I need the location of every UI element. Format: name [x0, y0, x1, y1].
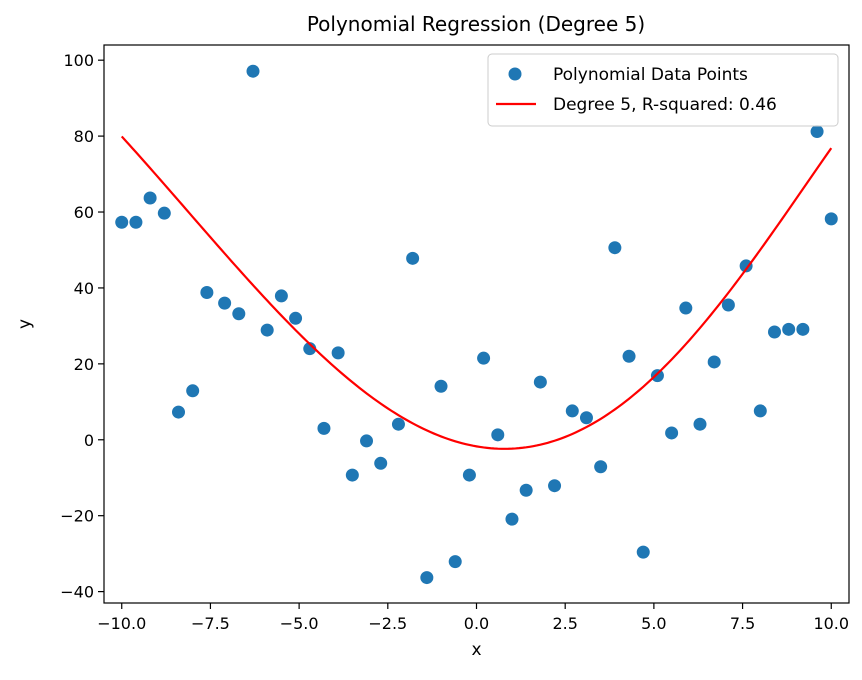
data-point — [594, 460, 608, 474]
data-point — [331, 346, 345, 360]
data-point — [548, 479, 562, 493]
x-tick-label: −10.0 — [97, 614, 146, 633]
legend-label-scatter: Polynomial Data Points — [553, 65, 748, 85]
y-axis: −40 −20 0 20 40 60 80 100 — [60, 51, 104, 602]
data-point — [200, 285, 214, 299]
y-tick-label: 40 — [74, 279, 94, 298]
data-point — [186, 384, 200, 398]
x-tick-label: −5.0 — [280, 614, 319, 633]
data-point — [796, 322, 810, 336]
data-point — [260, 323, 274, 337]
data-point — [753, 404, 767, 418]
x-tick-label: 5.0 — [641, 614, 666, 633]
data-point — [622, 349, 636, 363]
data-point — [519, 483, 533, 497]
data-point — [374, 456, 388, 470]
regression-curve — [120, 135, 833, 450]
y-tick-label: 100 — [63, 51, 94, 70]
x-tick-label: 2.5 — [552, 614, 577, 633]
x-tick-label: 7.5 — [730, 614, 755, 633]
data-point — [608, 241, 622, 255]
data-point — [129, 215, 143, 229]
data-point — [665, 426, 679, 440]
data-point — [246, 64, 260, 78]
legend-scatter-marker — [508, 67, 522, 81]
x-tick-label: −7.5 — [191, 614, 230, 633]
data-point — [707, 355, 721, 369]
data-point — [157, 206, 171, 220]
data-point — [360, 434, 374, 448]
x-axis-label: x — [471, 640, 481, 660]
data-point — [679, 301, 693, 315]
legend: Polynomial Data Points Degree 5, R-squar… — [487, 53, 839, 127]
y-tick-label: 60 — [74, 203, 94, 222]
y-tick-label: −40 — [60, 583, 94, 602]
data-point — [824, 212, 838, 226]
data-point — [303, 342, 317, 356]
y-tick-label: 80 — [74, 127, 94, 146]
data-point — [739, 259, 753, 273]
y-tick-label: −20 — [60, 507, 94, 526]
data-point — [579, 411, 593, 425]
x-tick-label: 10.0 — [813, 614, 849, 633]
data-point — [232, 307, 246, 321]
data-point — [420, 571, 434, 585]
data-point — [406, 251, 420, 265]
data-point — [448, 555, 462, 569]
data-point — [143, 191, 157, 205]
data-point — [491, 428, 505, 442]
data-point — [810, 125, 824, 139]
data-point — [650, 369, 664, 383]
chart-title: Polynomial Regression (Degree 5) — [307, 12, 645, 36]
data-point — [345, 468, 359, 482]
data-point — [462, 468, 476, 482]
data-point — [172, 405, 185, 419]
data-point — [768, 325, 781, 339]
y-tick-label: 20 — [74, 355, 94, 374]
data-point — [565, 404, 579, 418]
data-point — [391, 417, 405, 431]
y-axis-label: y — [15, 319, 35, 329]
axes-frame — [103, 44, 850, 604]
data-point — [721, 298, 735, 312]
x-tick-label: −2.5 — [368, 614, 407, 633]
data-point — [115, 215, 129, 229]
data-point — [693, 417, 707, 431]
data-point — [636, 545, 650, 559]
data-point — [533, 375, 547, 389]
y-tick-label: 0 — [84, 431, 94, 450]
data-point — [477, 351, 491, 365]
data-point — [782, 322, 796, 336]
data-point — [317, 421, 331, 435]
legend-label-fit-line: Degree 5, R-squared: 0.46 — [553, 95, 777, 115]
plot-area — [115, 64, 838, 585]
x-axis: −10.0 −7.5 −5.0 −2.5 0.0 2.5 5.0 7.5 10.0 — [97, 603, 849, 633]
data-point — [274, 289, 288, 303]
data-point — [289, 311, 303, 325]
data-point — [218, 296, 232, 310]
legend-box — [487, 53, 839, 127]
data-point — [505, 512, 519, 526]
x-tick-label: 0.0 — [464, 614, 489, 633]
data-point — [434, 379, 448, 393]
